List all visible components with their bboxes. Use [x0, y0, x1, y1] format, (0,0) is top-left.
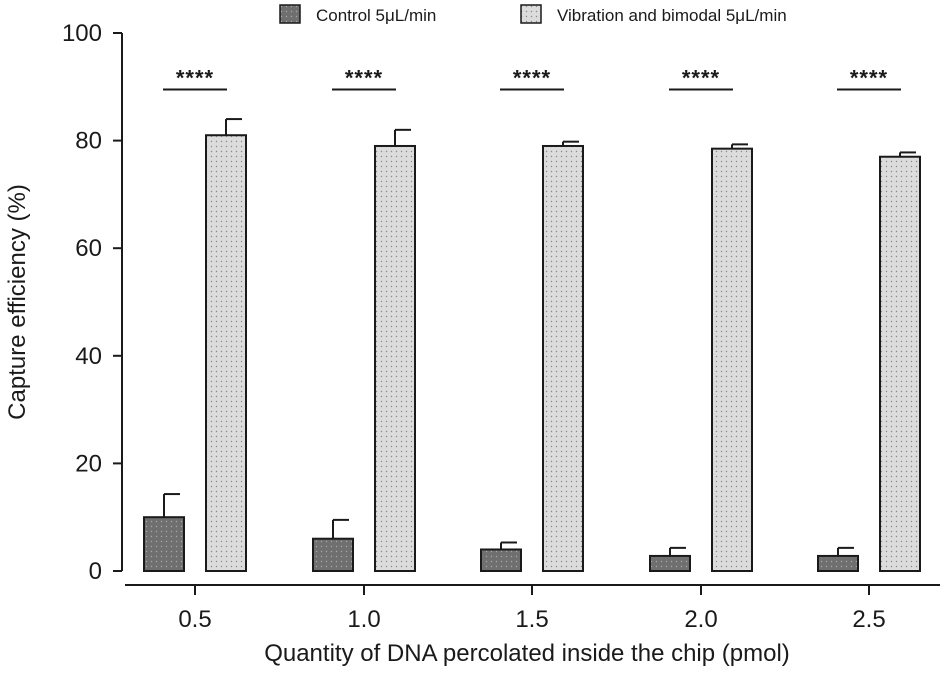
y-axis-title: Capture efficiency (%): [4, 184, 31, 420]
significance-label: ****: [176, 65, 214, 90]
legend: Control 5μL/min Vibration and bimodal 5μ…: [279, 4, 787, 25]
bar-vibration: [879, 155, 921, 573]
x-tick-label: 2.0: [684, 606, 717, 633]
x-axis-title: Quantity of DNA percolated inside the ch…: [264, 640, 790, 667]
y-tick-label: 20: [75, 450, 102, 477]
significance-label: ****: [345, 65, 383, 90]
bar-control: [143, 516, 185, 573]
bar-vibration: [542, 144, 584, 572]
y-tick-label: 100: [62, 20, 102, 47]
y-tick-label: 40: [75, 343, 102, 370]
x-tick-label: 1.5: [515, 606, 548, 633]
legend-swatch-control: [279, 4, 301, 24]
legend-label-control: Control 5μL/min: [316, 6, 436, 25]
bar-vibration: [711, 147, 753, 572]
y-tick-label: 80: [75, 128, 102, 155]
bar-control: [312, 537, 354, 572]
x-tick-label: 1.0: [347, 606, 380, 633]
bars: [143, 118, 921, 573]
bar-vibration: [205, 134, 247, 572]
significance-label: ****: [513, 65, 551, 90]
y-tick-label: 60: [75, 235, 102, 262]
x-tick-label: 2.5: [852, 606, 885, 633]
bar-control: [649, 554, 691, 572]
x-tick-label: 0.5: [178, 606, 211, 633]
y-tick-label: 0: [89, 558, 102, 585]
legend-label-vibration: Vibration and bimodal 5μL/min: [557, 6, 787, 25]
bar-control: [480, 548, 522, 572]
significance-label: ****: [682, 65, 720, 90]
legend-swatch-vibration: [520, 4, 542, 24]
bar-vibration: [374, 144, 416, 572]
bar-control: [817, 554, 859, 572]
significance-label: ****: [850, 65, 888, 90]
significance-markers: **** **** **** **** ****: [163, 65, 901, 91]
axes: 0 20 40 60 80 100 0.5 1.0 1.5 2.0 2.5: [62, 20, 940, 633]
